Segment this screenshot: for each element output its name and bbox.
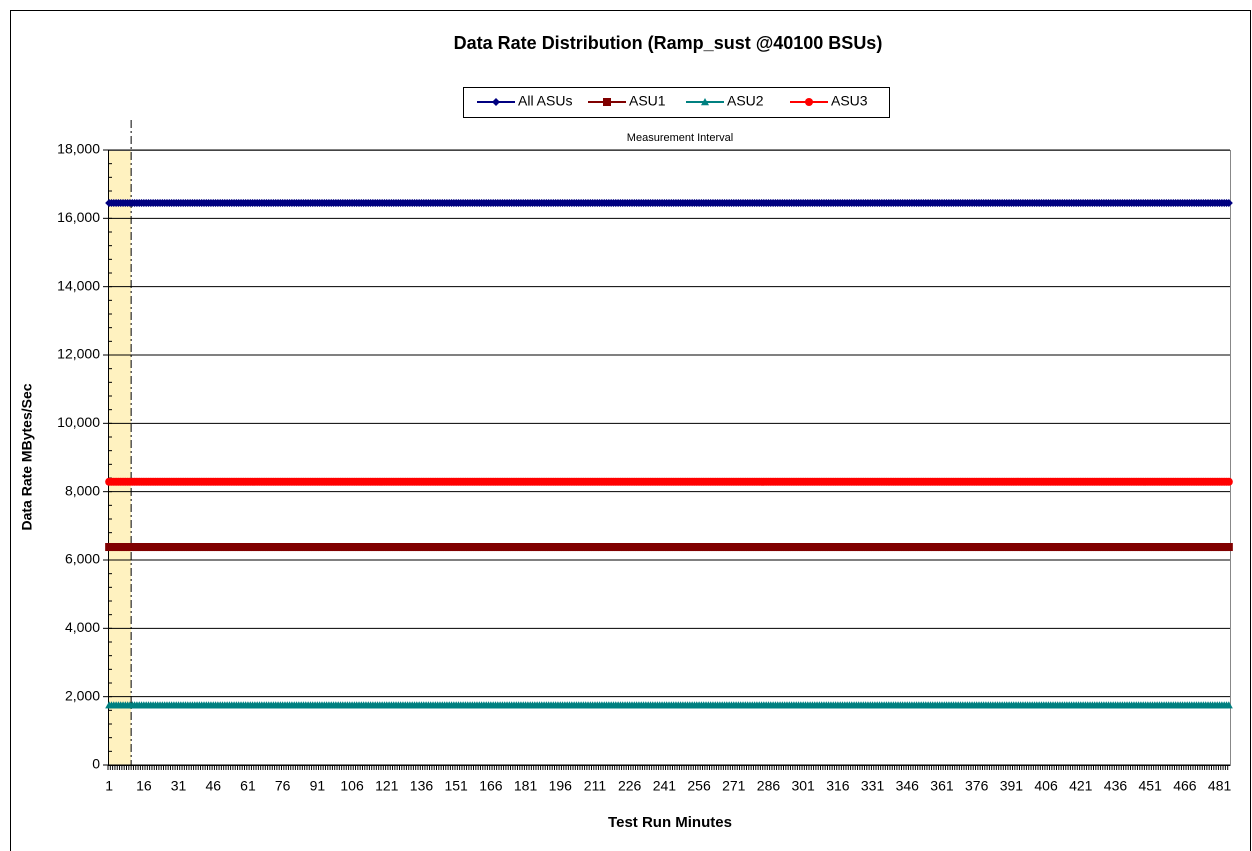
x-tick-label: 391 (1000, 778, 1024, 794)
x-tick-label: 151 (444, 778, 468, 794)
x-tick-label: 241 (653, 778, 677, 794)
marker (701, 98, 709, 106)
x-tick-label: 166 (479, 778, 503, 794)
y-axis-title: Data Rate MBytes/Sec (19, 383, 35, 530)
x-tick-label: 91 (310, 778, 326, 794)
y-tick-label: 14,000 (57, 277, 100, 293)
marker (1224, 543, 1233, 552)
chart-title: Data Rate Distribution (Ramp_sust @40100… (454, 33, 883, 53)
ramp-shade (108, 150, 132, 765)
x-tick-label: 481 (1208, 778, 1232, 794)
x-tick-label: 181 (514, 778, 538, 794)
series-markers (105, 543, 1233, 552)
marker (805, 98, 813, 106)
y-tick-label: 12,000 (57, 346, 100, 362)
x-ticks (107, 765, 1229, 770)
marker (1224, 701, 1233, 709)
measurement-interval-label: Measurement Interval (627, 132, 733, 144)
legend-label: ASU1 (629, 93, 666, 109)
y-tick-label: 0 (92, 756, 100, 772)
x-tick-label: 121 (375, 778, 399, 794)
x-tick-label: 61 (240, 778, 256, 794)
x-tick-label: 271 (722, 778, 746, 794)
x-tick-label: 376 (965, 778, 989, 794)
x-tick-label: 316 (826, 778, 850, 794)
y-tick-label: 6,000 (65, 551, 100, 567)
legend-label: ASU2 (727, 93, 764, 109)
x-tick-label: 196 (549, 778, 573, 794)
x-tick-label: 76 (275, 778, 291, 794)
x-tick-label: 361 (930, 778, 954, 794)
x-tick-label: 1 (105, 778, 113, 794)
legend-label: ASU3 (831, 93, 868, 109)
y-tick-label: 18,000 (57, 141, 100, 157)
y-tick-label: 10,000 (57, 414, 100, 430)
y-tick-label: 4,000 (65, 619, 100, 635)
marker (1224, 477, 1233, 486)
x-tick-label: 301 (791, 778, 815, 794)
x-tick-label: 106 (340, 778, 364, 794)
series-markers (105, 701, 1233, 709)
y-tick-label: 8,000 (65, 482, 100, 498)
x-tick-label: 136 (410, 778, 434, 794)
x-tick-label: 406 (1034, 778, 1058, 794)
y-tick-label: 2,000 (65, 687, 100, 703)
marker (1224, 198, 1233, 207)
x-tick-label: 211 (584, 778, 607, 794)
x-tick-label: 331 (861, 778, 885, 794)
x-tick-label: 226 (618, 778, 642, 794)
legend-label: All ASUs (518, 93, 572, 109)
x-tick-label: 256 (687, 778, 711, 794)
x-tick-label: 31 (171, 778, 187, 794)
y-tick-label: 16,000 (57, 209, 100, 225)
x-tick-label: 46 (205, 778, 221, 794)
marker (603, 98, 611, 106)
x-tick-label: 421 (1069, 778, 1093, 794)
x-tick-label: 286 (757, 778, 781, 794)
x-tick-label: 346 (896, 778, 920, 794)
series-markers (105, 198, 1233, 207)
x-tick-label: 466 (1173, 778, 1197, 794)
x-tick-label: 436 (1104, 778, 1128, 794)
marker (492, 98, 500, 106)
x-tick-label: 16 (136, 778, 152, 794)
x-axis-title: Test Run Minutes (608, 814, 732, 831)
x-tick-label: 451 (1139, 778, 1163, 794)
series-markers (105, 477, 1233, 486)
